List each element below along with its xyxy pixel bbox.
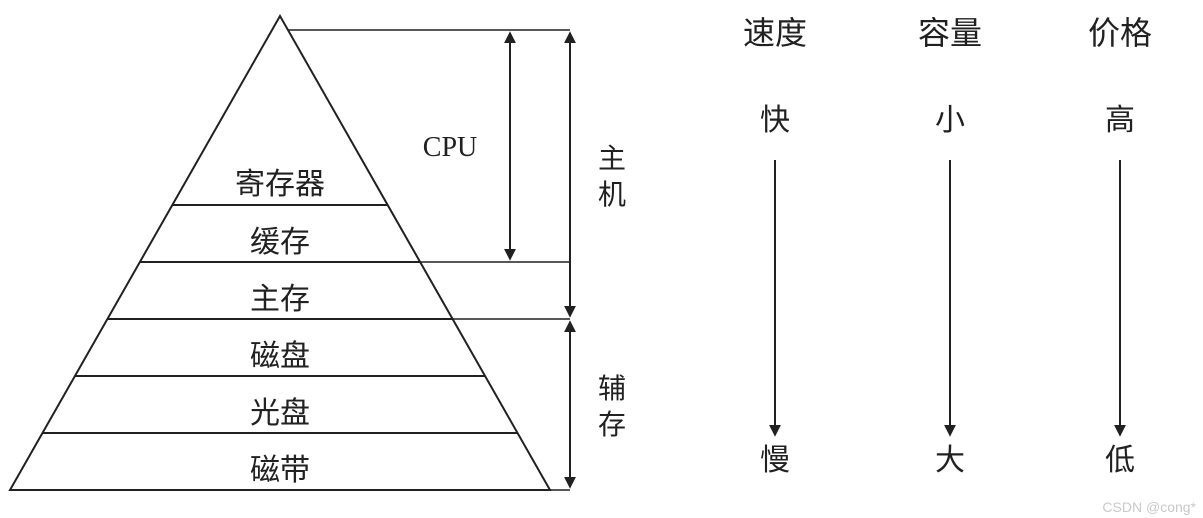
diagram-canvas: 寄存器缓存主存磁盘光盘磁带 CPU 主机辅存 速度快慢 容量小大 价格高低 CSDN @co… [0, 0, 1203, 518]
cpu-label: CPU [423, 132, 477, 163]
aux-label-2: 存 [598, 409, 626, 441]
host-label-1: 主 [598, 143, 626, 175]
column-bot-0: 慢 [760, 444, 790, 477]
column-bot-2: 低 [1105, 444, 1135, 477]
column-header-0: 速度 [743, 15, 807, 51]
column-top-2: 高 [1105, 104, 1135, 137]
aux-label-1: 辅 [598, 373, 626, 405]
pyramid-level-2: 主存 [250, 283, 310, 316]
column-top-0: 快 [760, 104, 790, 137]
column-top-1: 小 [935, 104, 965, 137]
column-header-2: 价格 [1088, 15, 1152, 51]
column-bot-1: 大 [935, 444, 965, 477]
pyramid-level-4: 光盘 [250, 397, 310, 430]
column-header-1: 容量 [918, 15, 982, 51]
pyramid-level-5: 磁带 [250, 454, 310, 487]
watermark: CSDN @cong* [1102, 499, 1196, 515]
host-label-2: 机 [598, 179, 626, 211]
pyramid-level-3: 磁盘 [250, 340, 310, 373]
pyramid-level-1: 缓存 [250, 226, 310, 259]
pyramid-level-0: 寄存器 [235, 168, 325, 201]
